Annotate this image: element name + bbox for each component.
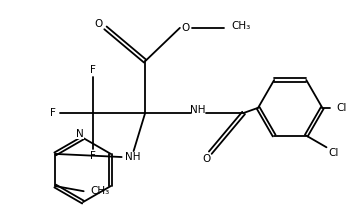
Text: O: O (182, 23, 190, 33)
Text: CH₃: CH₃ (232, 21, 251, 31)
Text: N: N (76, 129, 84, 139)
Text: F: F (90, 65, 96, 75)
Text: F: F (90, 151, 96, 161)
Text: O: O (202, 154, 211, 164)
Text: Cl: Cl (329, 148, 339, 158)
Text: NH: NH (190, 105, 206, 115)
Text: O: O (94, 19, 103, 29)
Text: F: F (50, 108, 56, 118)
Text: Cl: Cl (336, 103, 347, 113)
Text: CH₃: CH₃ (90, 186, 110, 196)
Text: NH: NH (125, 152, 140, 162)
